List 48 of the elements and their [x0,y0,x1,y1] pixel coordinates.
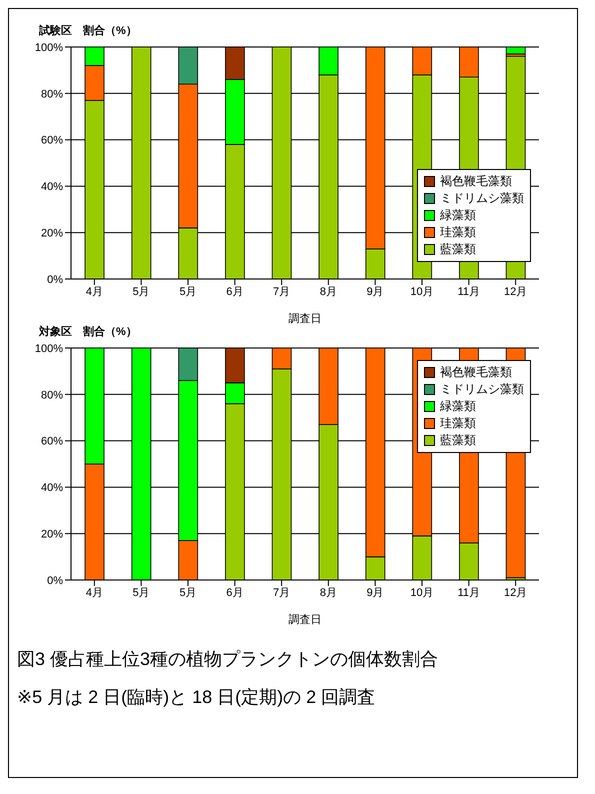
x-tick-label: 11月 [458,286,480,298]
x-tick-label: 6月 [226,586,244,599]
x-axis-title: 調査日 [288,613,322,626]
legend-label: 藍藻類 [440,432,476,449]
x-tick-label: 8月 [320,586,337,599]
x-tick-label: 5月 [132,586,150,599]
x-tick-label: 7月 [273,286,290,298]
y-tick-label: 80% [40,88,64,100]
y-tick-label: 100% [34,42,64,54]
y-tick-label: 40% [40,181,64,194]
x-axis-title: 調査日 [288,312,322,325]
y-tick-label: 100% [34,342,64,355]
y-tick-label: 60% [40,436,64,448]
y-tick-label: 0% [47,274,64,286]
caption: 図3 優占種上位3種の植物プランクトンの個体数割合 [17,648,440,671]
y-tick-label: 0% [47,574,64,587]
legend-label: 珪藻類 [440,224,476,241]
x-tick-label: 5月 [179,586,197,599]
x-tick-label: 5月 [179,286,197,298]
x-tick-label: 10月 [410,286,434,298]
x-tick-label: 4月 [86,586,103,599]
x-tick-label: 7月 [273,586,290,599]
y-tick-label: 20% [40,228,64,240]
x-tick-label: 9月 [366,286,384,298]
legend-label: 緑藻類 [440,207,476,224]
x-tick-label: 9月 [366,586,384,599]
y-tick-label: 20% [40,528,64,541]
legend-label: ミドリムシ藻類 [440,381,524,398]
x-tick-label: 4月 [86,286,103,298]
x-tick-label: 8月 [320,286,337,298]
y-axis-title: 対象区 割合（%） [39,324,138,340]
x-tick-label: 11月 [458,586,480,599]
legend-label: 藍藻類 [440,241,476,258]
y-tick-label: 80% [40,389,64,402]
x-tick-label: 6月 [226,286,244,298]
y-tick-label: 60% [40,134,64,147]
legend-label: 褐色鞭毛藻類 [440,364,512,381]
legend-label: 緑藻類 [440,398,476,415]
legend-label: ミドリムシ藻類 [440,190,524,207]
x-tick-label: 10月 [410,586,434,599]
y-axis-title: 試験区 割合（%） [39,24,138,39]
x-tick-label: 12月 [504,286,528,298]
x-tick-label: 5月 [132,286,150,298]
text: ※5 月は 2 日(臨時)と 18 日(定期)の 2 回調査 [17,686,376,709]
legend-label: 褐色鞭毛藻類 [440,173,512,190]
y-tick-label: 40% [40,482,64,494]
x-tick-label: 12月 [504,586,528,599]
legend-label: 珪藻類 [440,415,476,432]
